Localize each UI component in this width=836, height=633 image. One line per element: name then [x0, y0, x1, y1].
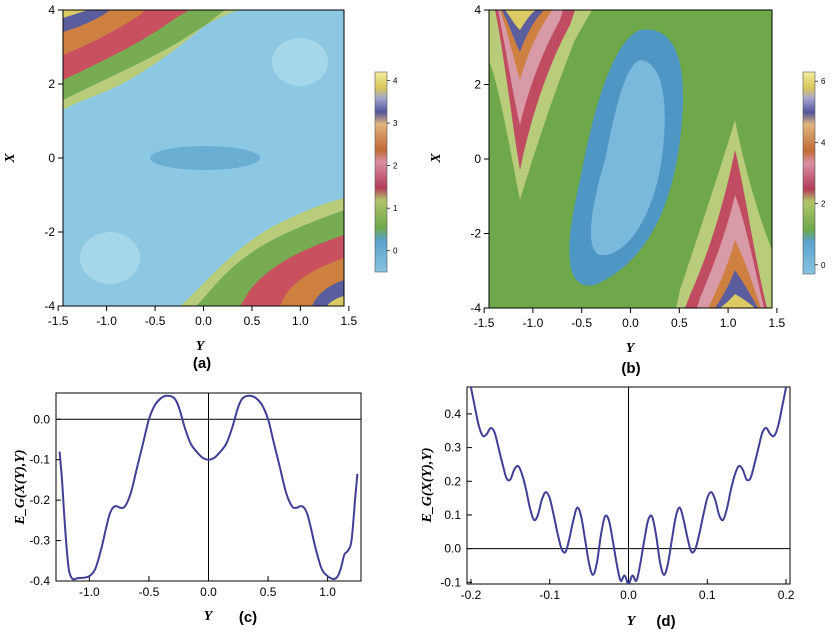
panel-a-colorbar-ticks: 0 1 2 3 4 — [387, 77, 398, 256]
x-tick-label: -1.5 — [48, 314, 69, 328]
x-axis-label: Y — [627, 614, 637, 629]
colorbar-tick-label: 4 — [821, 138, 826, 147]
colorbar-tick-label: 3 — [393, 119, 398, 128]
x-tick-label: -1.0 — [96, 314, 117, 328]
colorbar-tick-label: 0 — [393, 247, 398, 256]
x-tick-label: 0.5 — [671, 316, 688, 330]
x-tick-label: 0.0 — [622, 316, 639, 330]
x-tick-label: -0.1 — [539, 588, 560, 602]
panel-b-label: (b) — [621, 360, 640, 377]
y-tick-label: 0.0 — [444, 542, 461, 556]
y-tick-label: 0 — [474, 152, 481, 166]
colorbar-tick-label: 2 — [393, 162, 398, 171]
x-tick-label: -1.0 — [523, 316, 544, 330]
y-tick-label: -0.1 — [29, 453, 50, 467]
y-tick-label: -4 — [44, 299, 55, 313]
y-tick-label: 4 — [48, 3, 55, 17]
panel-a-contour-fill — [63, 10, 344, 306]
x-tick-label: 1.5 — [341, 314, 358, 328]
x-tick-label: -0.5 — [571, 316, 592, 330]
y-tick-label: -0.2 — [29, 493, 50, 507]
x-tick-label: 1.0 — [720, 316, 737, 330]
x-tick-label: -0.5 — [139, 585, 160, 599]
panel-c-axes: -1.0 -0.5 0.0 0.5 1.0 0.0 -0.1 -0.2 -0.3 -0.4 Y E_G… — [13, 392, 362, 624]
panel-c-label: (c) — [239, 609, 257, 626]
panel-d-label: (d) — [656, 613, 675, 630]
y-axis-label: E_G(X(Y),Y) — [420, 447, 435, 523]
colorbar-tick-label: 0 — [821, 261, 826, 270]
panel-b-axes: -1.5 -1.0 -0.5 0.0 0.5 1.0 1.5 -4 -2 0 2 4 Y X — [429, 3, 786, 356]
panel-d-line-plot: -0.2 -0.1 0.0 0.1 0.20.40.30.20.10.0-0.1YE_G… — [420, 386, 795, 630]
x-tick-label: 0.0 — [620, 588, 637, 602]
y-tick-label: 0.3 — [444, 441, 461, 455]
panel-c-line-plot: -1.0 -0.5 0.0 0.5 1.0 0.0 -0.1 -0.2 -0.3 -0.4 Y E_G… — [13, 392, 362, 626]
x-tick-label: -1.5 — [474, 316, 495, 330]
y-tick-label: 0 — [48, 151, 55, 165]
colorbar-tick-label: 2 — [821, 200, 826, 209]
y-tick-label: -0.4 — [29, 574, 50, 588]
y-tick-label: -4 — [470, 301, 481, 315]
x-tick-label: 0.0 — [195, 314, 212, 328]
colorbar-tick-label: 1 — [393, 204, 398, 213]
panel-b-contour-fill — [489, 10, 772, 308]
x-tick-label: 0.5 — [244, 314, 261, 328]
x-tick-label: 0.2 — [778, 588, 795, 602]
y-tick-label: 2 — [474, 78, 481, 92]
colorbar-tick-label: 6 — [821, 77, 826, 86]
y-axis-label: X — [3, 153, 18, 164]
x-axis-label: Y — [196, 339, 206, 354]
y-tick-label: 0.2 — [444, 474, 461, 488]
x-tick-label: -1.0 — [79, 585, 100, 599]
x-tick-label: -0.5 — [145, 314, 166, 328]
x-tick-label: 1.0 — [319, 585, 336, 599]
y-tick-label: 0.1 — [444, 508, 461, 522]
x-tick-label: 1.5 — [769, 316, 786, 330]
colorbar-tick-label: 4 — [393, 77, 398, 86]
y-tick-label: 4 — [474, 3, 481, 17]
panel-a-axes: -1.5 -1.0 -0.5 0.0 0.5 1.0 1.5 -4 -2 0 2 4 Y X — [3, 3, 358, 354]
x-axis-label: Y — [626, 341, 636, 356]
x-tick-label: 0.1 — [699, 588, 716, 602]
x-tick-label: -0.2 — [461, 588, 482, 602]
panel-a-colorbar: 0 1 2 3 4 — [374, 71, 398, 273]
y-tick-label: -0.1 — [440, 575, 461, 589]
x-axis-label: Y — [204, 609, 214, 624]
y-tick-label: 2 — [48, 77, 55, 91]
x-tick-label: 0.0 — [200, 585, 217, 599]
panel-b-colorbar: 0 2 4 6 — [802, 71, 826, 275]
y-tick-label: -2 — [44, 225, 55, 239]
y-tick-label: 0.0 — [33, 412, 50, 426]
panel-b-colorbar-ticks: 0 2 4 6 — [815, 77, 826, 270]
x-tick-label: 1.0 — [292, 314, 309, 328]
panel-d-axes: -0.2 -0.1 0.0 0.1 0.20.40.30.20.10.0-0.1YE_G… — [420, 386, 795, 629]
y-tick-label: 0.4 — [444, 407, 461, 421]
panel-d-series-line — [469, 387, 788, 584]
y-tick-label: -2 — [470, 227, 481, 241]
panel-a-label: (a) — [193, 355, 211, 372]
panel-b-contour-plot: -1.5 -1.0 -0.5 0.0 0.5 1.0 1.5 -4 -2 0 2 4 Y X 0 2 4 6 (… — [429, 3, 826, 377]
y-axis-label: E_G(X(Y),Y) — [13, 449, 28, 525]
y-axis-label: X — [429, 153, 444, 164]
y-tick-label: -0.3 — [29, 534, 50, 548]
panel-c-series-line — [58, 394, 359, 581]
x-tick-label: 0.5 — [260, 585, 277, 599]
